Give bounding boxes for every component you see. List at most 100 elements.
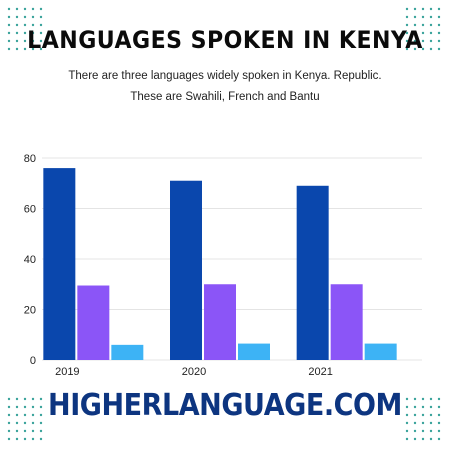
decor-dot [7, 23, 11, 27]
bar [364, 343, 397, 360]
bar [296, 185, 329, 360]
decor-dot [23, 421, 27, 425]
decor-dot [39, 7, 43, 11]
decor-dot [15, 23, 19, 27]
decor-dot [421, 413, 425, 417]
decor-dot [429, 31, 433, 35]
dot-pattern-bottom-left [7, 397, 43, 441]
decor-dot [31, 15, 35, 19]
decor-dot [421, 421, 425, 425]
decor-dot [405, 39, 409, 43]
decor-dot [23, 39, 27, 43]
x-tick-label: 2020 [182, 366, 206, 378]
decor-dot [39, 31, 43, 35]
decor-dot [437, 413, 441, 417]
footer-brand: HIGHERLANGUAGE.COM [48, 388, 402, 423]
dot-pattern-top-left [7, 7, 43, 51]
decor-dot [31, 7, 35, 11]
chart-title: LANGUAGES SPOKEN IN KENYA [27, 26, 423, 54]
y-tick-label: 80 [24, 153, 36, 165]
decor-dot [7, 437, 11, 441]
decor-dot [421, 7, 425, 11]
decor-dot [429, 39, 433, 43]
decor-dot [421, 39, 425, 43]
y-tick-label: 60 [24, 204, 36, 216]
decor-dot [437, 405, 441, 409]
decor-dot [429, 7, 433, 11]
subtitle-line-2: These are Swahili, French and Bantu [130, 91, 320, 103]
decor-dot [7, 421, 11, 425]
decor-dot [15, 15, 19, 19]
decor-dot [15, 421, 19, 425]
decor-dot [429, 23, 433, 27]
decor-dot [437, 7, 441, 11]
decor-dot [23, 429, 27, 433]
bar [111, 344, 144, 360]
decor-dot [405, 429, 409, 433]
bar [204, 284, 236, 360]
decor-dot [405, 7, 409, 11]
decor-dot [31, 429, 35, 433]
decor-dot [413, 397, 417, 401]
decor-dot [405, 23, 409, 27]
decor-dot [23, 47, 27, 51]
decor-dot [413, 437, 417, 441]
decor-dot [15, 7, 19, 11]
decor-dot [413, 7, 417, 11]
decor-dot [39, 23, 43, 27]
decor-dot [23, 7, 27, 11]
decor-dot [413, 429, 417, 433]
decor-dot [421, 397, 425, 401]
decor-dot [413, 421, 417, 425]
decor-dot [39, 47, 43, 51]
decor-dot [429, 413, 433, 417]
decor-dot [31, 47, 35, 51]
decor-dot [437, 47, 441, 51]
decor-dot [7, 7, 11, 11]
bar-chart: 0 20 40 60 80 2019 2020 2021 [24, 153, 422, 378]
dot-pattern-bottom-right [405, 397, 441, 441]
decor-dot [413, 23, 417, 27]
y-tick-label: 40 [24, 254, 36, 266]
bar [43, 168, 76, 360]
decor-dot [421, 31, 425, 35]
decor-dot [15, 31, 19, 35]
decor-dot [15, 413, 19, 417]
decor-dot [405, 405, 409, 409]
decor-dot [15, 405, 19, 409]
y-tick-label: 20 [24, 305, 36, 317]
decor-dot [15, 397, 19, 401]
decor-dot [405, 421, 409, 425]
decor-dot [23, 413, 27, 417]
decor-dot [429, 421, 433, 425]
decor-dot [437, 39, 441, 43]
decor-dot [429, 429, 433, 433]
decor-dot [23, 405, 27, 409]
y-tick-label: 0 [30, 355, 36, 367]
decor-dot [31, 397, 35, 401]
decor-dot [23, 31, 27, 35]
decor-dot [39, 39, 43, 43]
decor-dot [39, 397, 43, 401]
decor-dot [421, 47, 425, 51]
decor-dot [31, 413, 35, 417]
decor-dot [23, 397, 27, 401]
decor-dot [429, 397, 433, 401]
decor-dot [413, 31, 417, 35]
x-tick-label: 2019 [55, 366, 79, 378]
bar [170, 180, 202, 360]
decor-dot [7, 397, 11, 401]
subtitle-line-1: There are three languages widely spoken … [68, 70, 382, 82]
decor-dot [413, 15, 417, 19]
decor-dot [31, 421, 35, 425]
decor-dot [429, 437, 433, 441]
decor-dot [413, 47, 417, 51]
decor-dot [7, 405, 11, 409]
decor-dot [405, 437, 409, 441]
decor-dot [429, 15, 433, 19]
decor-dot [421, 437, 425, 441]
decor-dot [413, 413, 417, 417]
decor-dot [437, 437, 441, 441]
decor-dot [405, 31, 409, 35]
decor-dot [413, 405, 417, 409]
